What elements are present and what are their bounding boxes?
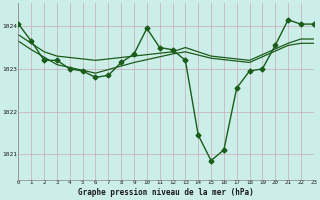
X-axis label: Graphe pression niveau de la mer (hPa): Graphe pression niveau de la mer (hPa) xyxy=(78,188,254,197)
